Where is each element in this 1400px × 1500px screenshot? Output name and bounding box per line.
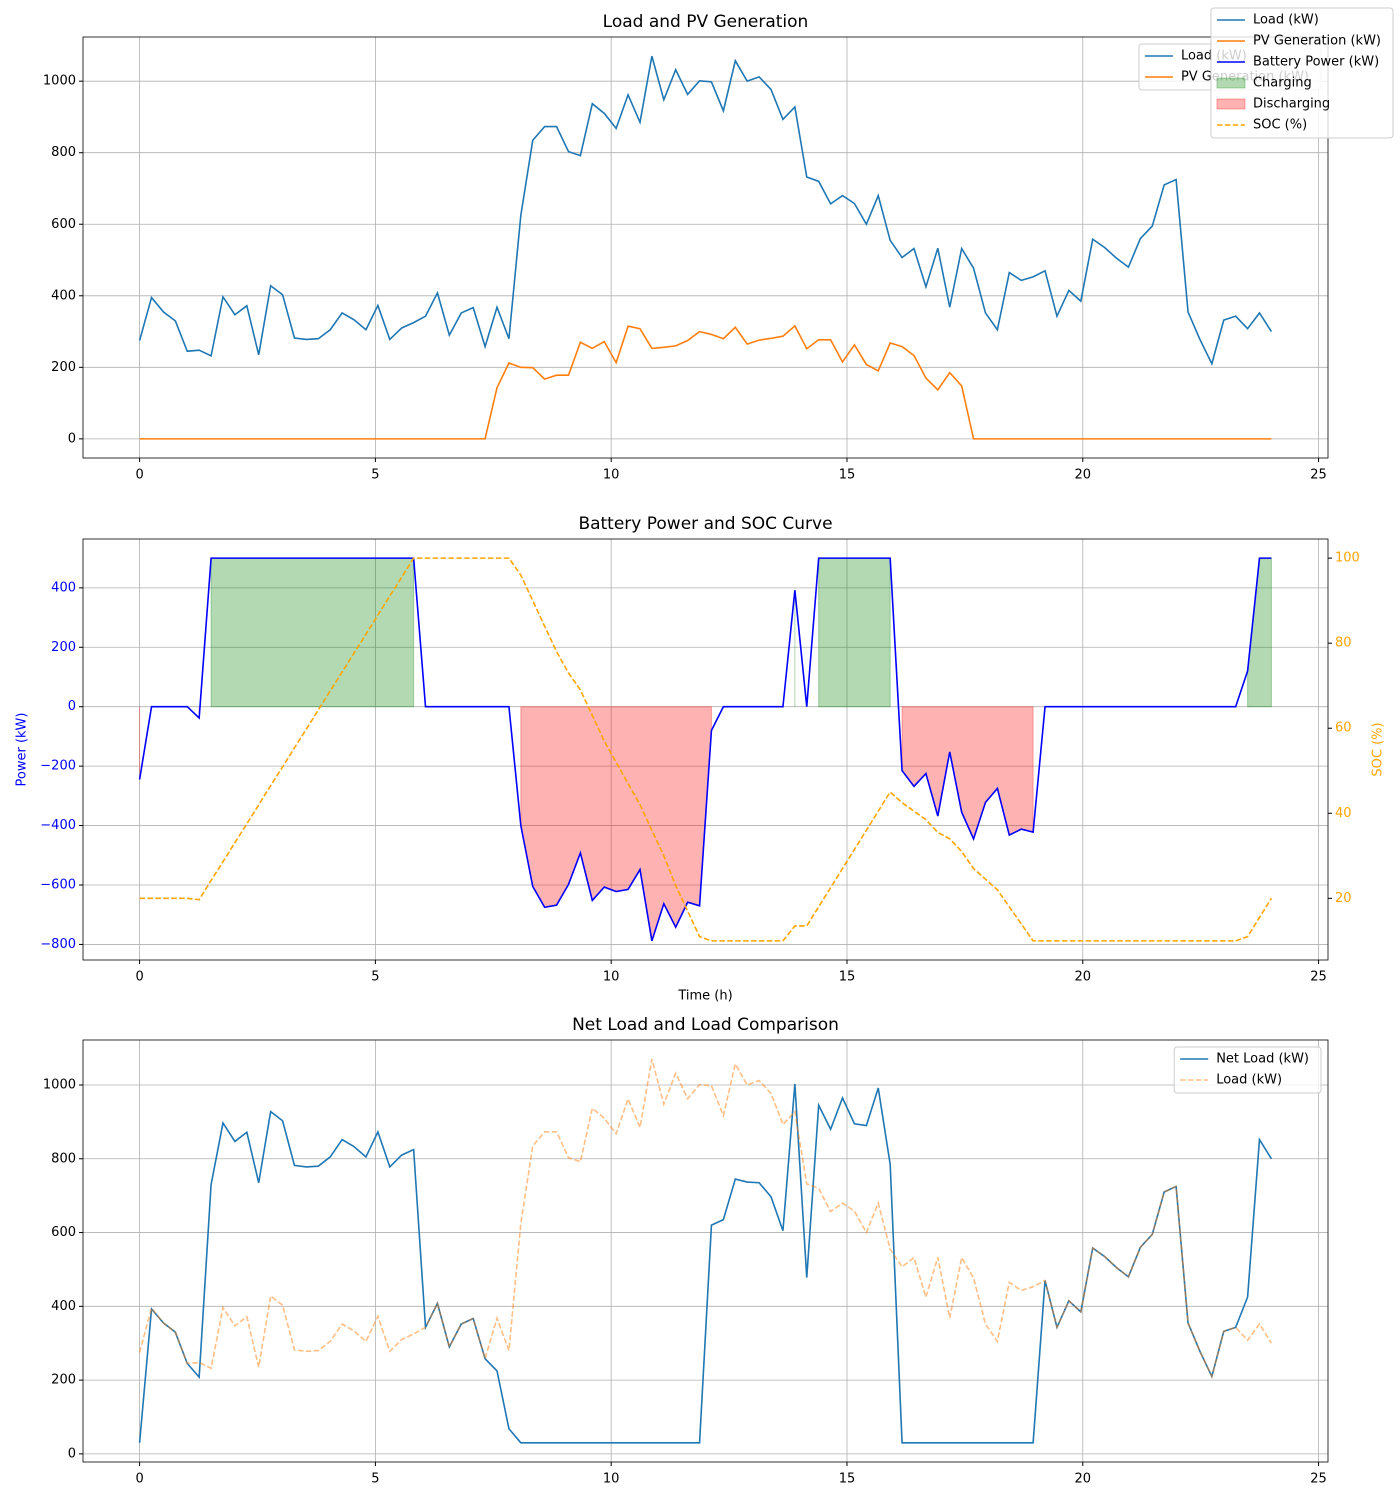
x-tick-label: 0	[135, 468, 143, 483]
series-line	[138, 557, 1272, 942]
series-line	[139, 324, 1272, 440]
x-tick-label: 10	[603, 970, 620, 985]
y-tick-label: 1000	[43, 74, 76, 89]
axes-frame	[82, 1039, 1329, 1463]
x-tick-label: 20	[1074, 970, 1091, 985]
x-axis-label: Time (h)	[677, 989, 732, 1004]
y2-tick-label: 80	[1335, 636, 1352, 651]
y2-tick-label: 100	[1335, 551, 1360, 566]
x-tick-label: 20	[1074, 468, 1091, 483]
series-line	[138, 55, 1273, 367]
fill-area	[901, 706, 1034, 841]
axes-frame	[82, 36, 1329, 459]
y-tick-label: −200	[40, 759, 76, 774]
y-tick-label: 600	[51, 1225, 76, 1240]
x-tick-label: 5	[371, 1472, 379, 1487]
y-tick-label: 800	[51, 1151, 76, 1166]
x-tick-label: 0	[135, 970, 143, 985]
legend-handle	[1216, 77, 1246, 89]
legend: Net Load (kW) Load (kW)	[1173, 1046, 1322, 1094]
y2-axis-label: SOC (%)	[1371, 722, 1386, 776]
y-tick-label: 400	[51, 288, 76, 303]
y-tick-label: 200	[51, 360, 76, 375]
chart-title: Load and PV Generation	[603, 12, 809, 32]
y2-tick-label: 60	[1335, 721, 1352, 736]
x-tick-label: 0	[135, 1472, 143, 1487]
legend-label: Net Load (kW)	[1216, 1052, 1309, 1067]
axes-frame	[82, 538, 1329, 961]
x-tick-label: 5	[371, 468, 379, 483]
x-tick-label: 10	[603, 1472, 620, 1487]
y2-tick-label: 20	[1335, 891, 1352, 906]
x-tick-label: 10	[603, 468, 620, 483]
y-tick-label: 0	[68, 699, 76, 714]
x-tick-label: 25	[1310, 468, 1327, 483]
y-tick-label: 400	[51, 580, 76, 595]
y-tick-label: 200	[51, 1373, 76, 1388]
x-tick-label: 20	[1074, 1472, 1091, 1487]
y-tick-label: 0	[68, 431, 76, 446]
y-tick-label: 400	[51, 1299, 76, 1314]
x-tick-label: 15	[839, 970, 856, 985]
series-line	[138, 1083, 1273, 1444]
y-tick-label: 0	[68, 1446, 76, 1461]
legend-label: Battery Power (kW)	[1253, 55, 1379, 70]
x-tick-label: 5	[371, 970, 379, 985]
x-tick-label: 15	[839, 1472, 856, 1487]
series-line	[138, 1058, 1273, 1379]
y-tick-label: 800	[51, 145, 76, 160]
y-tick-label: −800	[40, 937, 76, 952]
legend: Load (kW) PV Generation (kW) Battery Power…	[1210, 7, 1394, 139]
chart-title: Battery Power and SOC Curve	[578, 514, 832, 534]
fill-area	[210, 557, 415, 708]
fill-area	[818, 557, 891, 708]
y-axis-label: Power (kW)	[15, 713, 30, 787]
legend-handle	[1216, 98, 1246, 110]
y-tick-label: −400	[40, 818, 76, 833]
legend-label: PV Generation (kW)	[1253, 34, 1381, 49]
legend-label: SOC (%)	[1253, 118, 1307, 133]
legend-label: Load (kW)	[1216, 1073, 1282, 1088]
chart-title: Net Load and Load Comparison	[572, 1015, 839, 1035]
y2-tick-label: 40	[1335, 806, 1352, 821]
series-line	[139, 557, 1273, 942]
legend-label: Load (kW)	[1253, 13, 1319, 28]
x-tick-label: 25	[1310, 970, 1327, 985]
x-tick-label: 15	[839, 468, 856, 483]
legend-label: Charging	[1253, 76, 1312, 91]
legend-box	[1210, 7, 1394, 139]
legend-box	[1173, 1046, 1322, 1094]
y-tick-label: 200	[51, 640, 76, 655]
y-tick-label: −600	[40, 877, 76, 892]
legend-label: Discharging	[1253, 97, 1330, 112]
x-tick-label: 25	[1310, 1472, 1327, 1487]
y-tick-label: 1000	[43, 1078, 76, 1093]
y-tick-label: 600	[51, 217, 76, 232]
